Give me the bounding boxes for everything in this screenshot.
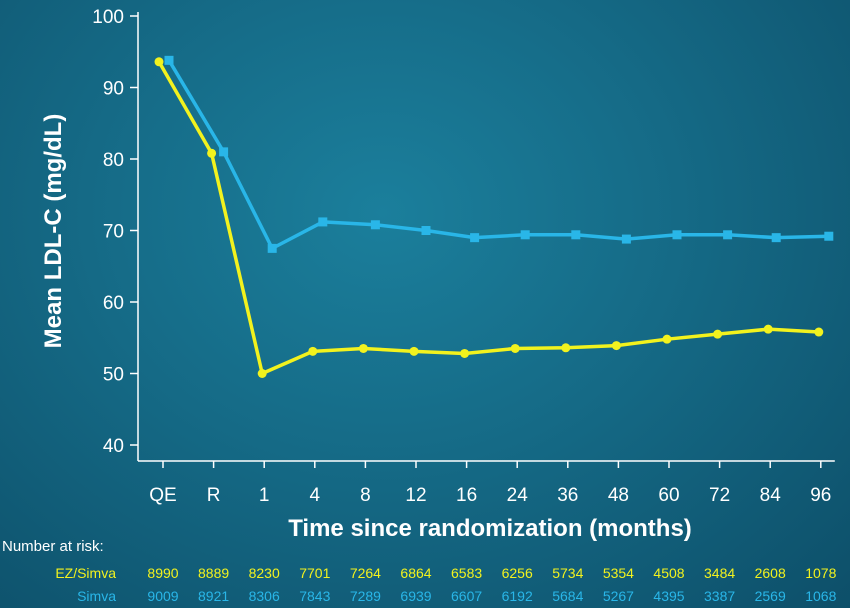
at-risk-value: 8921 [198,588,229,604]
at-risk-value: 4395 [653,588,684,604]
y-tick-label: 80 [103,150,124,171]
at-risk-value: 5734 [552,565,583,581]
x-tick-label: 12 [405,485,426,506]
at-risk-value: 6864 [400,565,431,581]
data-point [164,55,174,65]
series-line-simva [167,59,829,251]
y-tick-label: 70 [103,222,124,243]
data-point [219,147,229,157]
data-point [713,329,723,339]
x-tick-label: QE [149,485,176,506]
at-risk-value: 5684 [552,588,583,604]
at-risk-table: EZ/Simva 8990 8889 8230 7701 7264 6864 6583 6256… [55,565,836,604]
data-point [723,230,733,240]
data-point [561,343,571,353]
data-point [358,343,368,353]
x-tick-label: 4 [310,485,321,506]
at-risk-value: 6256 [502,565,533,581]
data-point [510,343,520,353]
at-risk-value: 1068 [805,588,836,604]
at-risk-value: 6939 [400,588,431,604]
at-risk-value: 6607 [451,588,482,604]
x-tick-label: 72 [709,485,730,506]
at-risk-title: Number at risk: [2,538,104,555]
x-tick-label: 8 [360,485,371,506]
x-tick-label: 84 [760,485,782,506]
at-risk-value: 6192 [502,588,533,604]
at-risk-value: 8306 [249,588,280,604]
x-tick-label: 1 [259,485,270,506]
x-tick-label: 24 [507,485,529,506]
at-risk-value: 8990 [147,565,178,581]
x-tick-label: 36 [557,485,578,506]
at-risk-value: 7701 [299,565,330,581]
at-risk-value: 7843 [299,588,330,604]
y-tick-label: 90 [103,79,124,100]
at-risk-value: 7289 [350,588,381,604]
data-point [621,234,631,244]
data-point [611,341,621,351]
y-tick-label: 50 [103,365,124,386]
y-tick-label: 40 [103,436,124,457]
at-risk-value: 9009 [147,588,178,604]
x-tick-label: 48 [608,485,629,506]
data-point [470,233,480,243]
data-point [460,348,470,358]
data-point [771,233,781,243]
data-point [308,346,318,356]
at-risk-value: 3484 [704,565,735,581]
at-risk-value: 2608 [755,565,786,581]
data-point [763,324,773,334]
at-risk-value: 8230 [249,565,280,581]
chart-series [154,55,834,378]
x-tick-label: 16 [456,485,477,506]
at-risk-value: 5354 [603,565,634,581]
data-point [672,230,682,240]
data-point [662,334,672,344]
x-tick-label: 96 [810,485,831,506]
data-point [520,230,530,240]
y-axis-title: Mean LDL-C (mg/dL) [40,114,67,349]
data-point [257,369,267,378]
data-point [207,148,217,158]
data-point [824,231,834,241]
at-risk-value: 8889 [198,565,229,581]
data-point [814,327,824,337]
at-risk-value: 1078 [805,565,836,581]
x-axis-title: Time since randomization (months) [288,515,692,542]
at-risk-value: 6583 [451,565,482,581]
at-risk-value: 2569 [755,588,786,604]
at-risk-row-label: EZ/Simva [55,565,116,581]
y-tick-label: 60 [103,293,124,314]
data-point [409,346,419,356]
at-risk-value: 4508 [653,565,684,581]
data-point [370,220,380,230]
x-tick-label: 60 [658,485,679,506]
data-point [318,217,328,227]
data-point [571,230,581,240]
at-risk-value: 3387 [704,588,735,604]
data-point [267,243,277,253]
y-tick-label: 100 [92,7,124,28]
data-point [154,57,164,67]
at-risk-row-label: Simva [77,588,116,604]
series-line-ez-simva [157,60,819,376]
x-tick-label: R [207,485,221,506]
data-point [421,226,431,235]
at-risk-value: 7264 [350,565,381,581]
at-risk-value: 5267 [603,588,634,604]
